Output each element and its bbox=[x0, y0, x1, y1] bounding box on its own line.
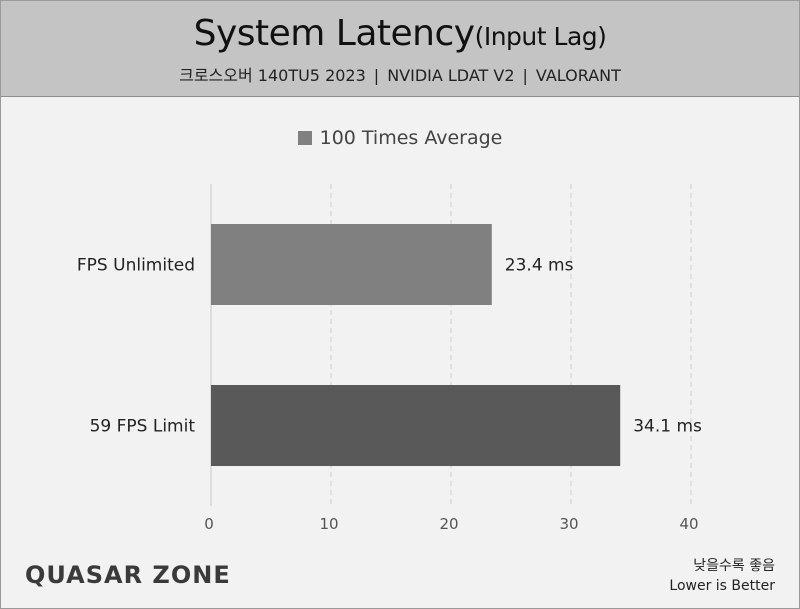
note-english: Lower is Better bbox=[669, 578, 775, 594]
quasarzone-logo: QUASAR ZONE bbox=[25, 561, 231, 589]
bar bbox=[211, 224, 492, 305]
subtitle-separator: | bbox=[522, 66, 528, 85]
data-label: 23.4 ms bbox=[505, 256, 574, 276]
subtitle-game: VALORANT bbox=[535, 66, 621, 85]
subtitle-monitor: 크로스오버 140TU5 2023 bbox=[179, 66, 366, 85]
note-korean: 낮을수록 좋음 bbox=[693, 558, 775, 574]
subtitle-tool: NVIDIA LDAT V2 bbox=[387, 66, 515, 85]
title-main: System Latency bbox=[193, 13, 475, 54]
category-label: 59 FPS Limit bbox=[90, 417, 196, 437]
x-tick-label: 20 bbox=[439, 515, 458, 533]
chart-subtitle: 크로스오버 140TU5 2023 | NVIDIA LDAT V2 | VALORAN… bbox=[1, 62, 799, 86]
x-tick-label: 30 bbox=[559, 515, 578, 533]
lower-is-better-note: 낮을수록 좋음 Lower is Better bbox=[669, 556, 775, 596]
data-label: 34.1 ms bbox=[633, 417, 702, 437]
x-tick-label: 0 bbox=[204, 515, 214, 533]
subtitle-separator: | bbox=[373, 66, 380, 85]
x-tick-label: 10 bbox=[319, 515, 338, 533]
legend: 100 Times Average bbox=[1, 127, 799, 149]
category-label: FPS Unlimited bbox=[77, 256, 195, 276]
title-suffix: (Input Lag) bbox=[474, 22, 607, 51]
x-tick-label: 40 bbox=[679, 515, 698, 533]
chart-title: System Latency(Input Lag) bbox=[1, 13, 799, 54]
bar bbox=[211, 385, 621, 466]
legend-label: 100 Times Average bbox=[319, 127, 503, 149]
header: System Latency(Input Lag) 크로스오버 140TU5 2… bbox=[1, 1, 799, 97]
legend-swatch bbox=[297, 131, 312, 145]
